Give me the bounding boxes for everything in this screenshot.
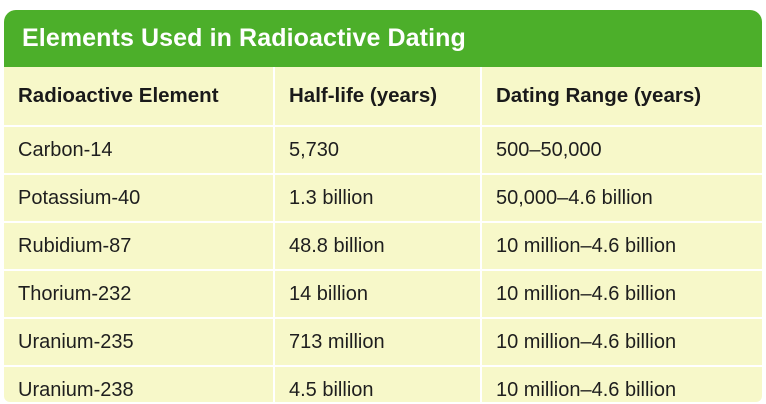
cell-half-life: 713 million [273,317,481,366]
table-row: Thorium-232 14 billion 10 million–4.6 bi… [4,269,762,318]
table-row: Carbon-14 5,730 500–50,000 [4,125,762,174]
cell-dating-range: 10 million–4.6 billion [480,365,762,402]
table-header-row: Radioactive Element Half-life (years) Da… [4,67,762,126]
table-row: Uranium-235 713 million 10 million–4.6 b… [4,317,762,366]
cell-dating-range: 500–50,000 [480,125,762,174]
cell-half-life: 4.5 billion [273,365,481,402]
table-title: Elements Used in Radioactive Dating [22,24,466,52]
cell-element: Carbon-14 [4,125,274,174]
cell-half-life: 48.8 billion [273,221,481,270]
cell-dating-range: 50,000–4.6 billion [480,173,762,222]
cell-element: Uranium-235 [4,317,274,366]
cell-element: Thorium-232 [4,269,274,318]
data-table-card: Elements Used in Radioactive Dating Radi… [4,10,762,402]
radioactive-dating-table: Radioactive Element Half-life (years) Da… [4,67,762,402]
table-row: Potassium-40 1.3 billion 50,000–4.6 bill… [4,173,762,222]
table-row: Rubidium-87 48.8 billion 10 million–4.6 … [4,221,762,270]
cell-element: Rubidium-87 [4,221,274,270]
table-title-bar: Elements Used in Radioactive Dating [4,10,762,67]
column-header-half-life: Half-life (years) [273,67,481,126]
column-header-element: Radioactive Element [18,84,219,107]
cell-dating-range: 10 million–4.6 billion [480,269,762,318]
cell-element: Potassium-40 [4,173,274,222]
cell-half-life: 14 billion [273,269,481,318]
cell-element: Uranium-238 [4,365,274,402]
column-header-dating-range: Dating Range (years) [480,67,762,126]
cell-dating-range: 10 million–4.6 billion [480,317,762,366]
cell-half-life: 5,730 [273,125,481,174]
cell-half-life: 1.3 billion [273,173,481,222]
cell-dating-range: 10 million–4.6 billion [480,221,762,270]
table-row: Uranium-238 4.5 billion 10 million–4.6 b… [4,365,762,402]
